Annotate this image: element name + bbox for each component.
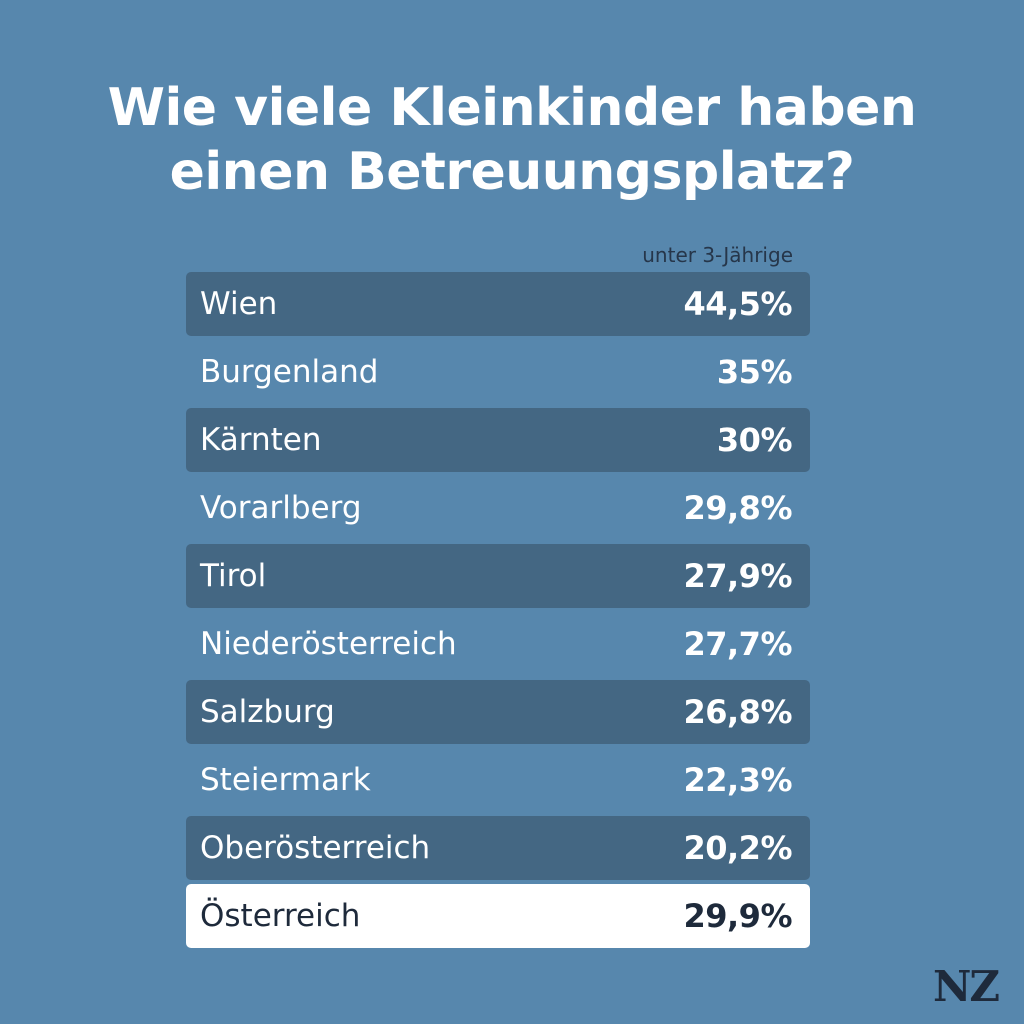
table-row-wien: Wien 44,5% — [186, 272, 810, 336]
nz-logo: NZ — [932, 962, 1000, 1011]
row-label: Steiermark — [200, 762, 371, 798]
row-label: Salzburg — [200, 694, 335, 730]
row-value: 29,8% — [683, 489, 792, 527]
row-label: Wien — [200, 286, 278, 322]
row-label: Oberösterreich — [200, 830, 431, 866]
table-row-burgenland: Burgenland 35% — [186, 340, 810, 404]
title-line-2: einen Betreuungsplatz? — [169, 142, 855, 202]
table-row-salzburg: Salzburg 26,8% — [186, 680, 810, 744]
row-value: 22,3% — [683, 761, 792, 799]
row-value: 20,2% — [683, 829, 792, 867]
row-label: Burgenland — [200, 354, 379, 390]
column-header: unter 3-Jährige — [642, 243, 793, 267]
table-row-niederoesterreich: Niederösterreich 27,7% — [186, 612, 810, 676]
row-value: 30% — [716, 421, 793, 459]
table-row-vorarlberg: Vorarlberg 29,8% — [186, 476, 810, 540]
total-label: Österreich — [200, 898, 361, 934]
row-label: Niederösterreich — [200, 626, 457, 662]
chart-title: Wie viele Kleinkinder haben einen Betreu… — [0, 76, 1024, 204]
table-row-kaernten: Kärnten 30% — [186, 408, 810, 472]
row-label: Vorarlberg — [200, 490, 362, 526]
title-line-1: Wie viele Kleinkinder haben — [107, 78, 917, 138]
table-row-tirol: Tirol 27,9% — [186, 544, 810, 608]
table-row-total-oesterreich: Österreich 29,9% — [186, 884, 810, 948]
total-value: 29,9% — [683, 897, 792, 935]
row-label: Tirol — [200, 558, 267, 594]
row-value: 35% — [716, 353, 793, 391]
row-value: 44,5% — [683, 285, 792, 323]
row-value: 26,8% — [683, 693, 792, 731]
table-row-steiermark: Steiermark 22,3% — [186, 748, 810, 812]
table-row-oberoesterreich: Oberösterreich 20,2% — [186, 816, 810, 880]
row-label: Kärnten — [200, 422, 322, 458]
row-value: 27,7% — [683, 625, 792, 663]
row-value: 27,9% — [683, 557, 792, 595]
